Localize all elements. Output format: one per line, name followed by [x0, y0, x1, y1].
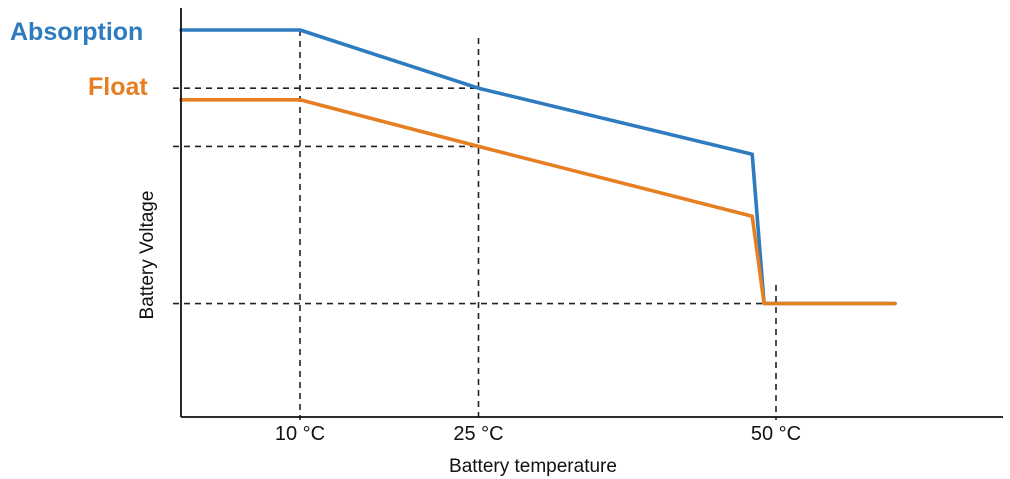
series-line-float	[179, 98, 897, 306]
x-tick-label-25: 25 °C	[453, 423, 503, 445]
series-label-absorption: Absorption	[10, 18, 143, 46]
x-tick-labels: 10 °C 25 °C 50 °C	[275, 423, 801, 445]
axes	[180, 8, 1003, 418]
series-label-float: Float	[88, 73, 148, 101]
series-line-absorption	[179, 28, 897, 306]
reference-lines	[173, 30, 895, 420]
x-axis-title: Battery temperature	[449, 456, 617, 477]
y-axis-title: Battery Voltage	[137, 191, 158, 320]
series-lines	[179, 28, 897, 306]
x-tick-label-50: 50 °C	[751, 423, 801, 445]
x-tick-label-10: 10 °C	[275, 423, 325, 445]
